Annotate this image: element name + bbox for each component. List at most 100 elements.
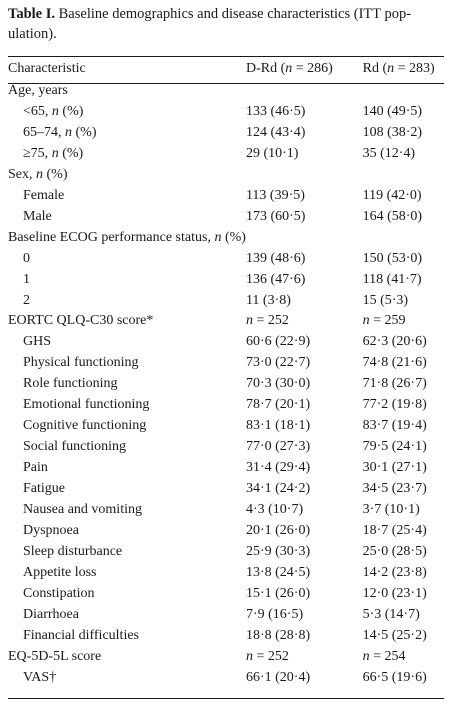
- rd-value: 15 (5·3): [362, 292, 409, 308]
- drd-value: [246, 81, 363, 102]
- drd-value: 133 (46·5): [245, 103, 306, 119]
- table-row: Emotional functioning 78·7 (20·1) 77·2 (19…: [8, 395, 444, 416]
- rd-value: 150 (53·0): [362, 250, 423, 266]
- drd-value: 136 (47·6): [245, 271, 306, 287]
- rd-value: 18·7 (25·4): [362, 523, 427, 539]
- drd-value: 11 (3·8): [245, 292, 291, 308]
- row-label: ≥75, n (%): [23, 145, 84, 161]
- rd-value: 108 (38·2): [362, 124, 423, 140]
- rd-value: 30·1 (27·1): [362, 460, 427, 476]
- rd-value: 66·5 (19·6): [362, 669, 427, 685]
- row-label: Male: [23, 208, 52, 224]
- rd-value: 3·7 (10·1): [362, 502, 420, 518]
- header-row: Characteristic D-Rd (n = 286) Rd (n = 28…: [8, 57, 444, 81]
- rd-value: [363, 81, 444, 102]
- rd-value: 77·2 (19·8): [362, 397, 427, 413]
- table-row: 2 11 (3·8) 15 (5·3): [8, 291, 444, 312]
- row-label: EORTC QLQ-C30 score*: [8, 313, 154, 329]
- rd-value: 14·2 (23·8): [362, 564, 427, 580]
- caption-label: Table I.: [8, 6, 56, 22]
- caption-line-1: Table I. Baseline demographics and disea…: [8, 4, 444, 24]
- drd-value: 25·9 (30·3): [245, 543, 311, 559]
- drd-value: 4·3 (10·7): [245, 502, 304, 518]
- row-label: Financial difficulties: [23, 627, 139, 643]
- rd-value: 118 (41·7): [362, 271, 422, 287]
- drd-value: 173 (60·5): [245, 208, 306, 224]
- table-row: Female 113 (39·5) 119 (42·0): [8, 186, 444, 207]
- rd-value: 12·0 (23·1): [362, 585, 427, 601]
- rd-value: 34·5 (23·7): [362, 481, 427, 497]
- row-label: Constipation: [23, 585, 95, 601]
- rd-value: 14·5 (25·2): [362, 627, 427, 643]
- rd-value: 25·0 (28·5): [362, 543, 427, 559]
- header-rd: Rd (n = 283): [363, 57, 444, 81]
- drd-value: 29 (10·1): [245, 145, 299, 161]
- drd-value: 13·8 (24·5): [245, 564, 311, 580]
- drd-value: 31·4 (29·4): [245, 460, 311, 476]
- rd-value: [363, 228, 444, 249]
- header-drd: D-Rd (n = 286): [246, 57, 363, 81]
- rd-value: 35 (12·4): [362, 145, 416, 161]
- drd-value: 73·0 (22·7): [245, 355, 311, 371]
- row-label: GHS: [23, 334, 52, 350]
- caption-text-line-2: ulation).: [8, 26, 57, 42]
- table-row: EORTC QLQ-C30 score* n = 252 n = 259: [8, 311, 444, 332]
- table-row: Sleep disturbance 25·9 (30·3) 25·0 (28·5): [8, 542, 444, 563]
- row-label: 1: [23, 271, 30, 287]
- table-row: Role functioning 70·3 (30·0) 71·8 (26·7): [8, 374, 444, 395]
- row-label: Physical functioning: [23, 355, 139, 371]
- rd-value: n = 259: [362, 313, 406, 329]
- row-label: 2: [23, 292, 30, 308]
- baseline-table: Characteristic D-Rd (n = 286) Rd (n = 28…: [8, 57, 444, 689]
- row-label: EQ-5D-5L score: [8, 648, 102, 664]
- table-row: Dyspnoea 20·1 (26·0) 18·7 (25·4): [8, 521, 444, 542]
- table-row: Nausea and vomiting 4·3 (10·7) 3·7 (10·1): [8, 500, 444, 521]
- row-label: Sleep disturbance: [23, 543, 123, 559]
- drd-value: 7·9 (16·5): [245, 606, 304, 622]
- row-label: Age, years: [8, 83, 68, 98]
- table-caption: Table I. Baseline demographics and disea…: [8, 4, 444, 44]
- drd-value: 20·1 (26·0): [245, 523, 311, 539]
- drd-value: 83·1 (18·1): [245, 418, 311, 434]
- drd-value: [246, 228, 363, 249]
- caption-text-line-1: Baseline demographics and disease charac…: [58, 6, 412, 22]
- drd-value: 70·3 (30·0): [245, 376, 311, 392]
- table-row: 65–74, n (%) 124 (43·4) 108 (38·2): [8, 123, 444, 144]
- table-row: ≥75, n (%) 29 (10·1) 35 (12·4): [8, 144, 444, 165]
- table-row: <65, n (%) 133 (46·5) 140 (49·5): [8, 102, 444, 123]
- row-label: Baseline ECOG performance status, n (%): [8, 229, 246, 245]
- row-label: VAS†: [23, 669, 57, 685]
- table-row: Physical functioning 73·0 (22·7) 74·8 (21·…: [8, 353, 444, 374]
- rd-value: 5·3 (14·7): [362, 606, 420, 622]
- rd-value: [363, 165, 444, 186]
- row-label: Appetite loss: [23, 564, 97, 580]
- drd-value: n = 252: [245, 313, 289, 329]
- header-characteristic: Characteristic: [8, 61, 86, 76]
- rd-value: 140 (49·5): [362, 103, 423, 119]
- header-rule: [8, 83, 444, 84]
- rd-value: 62·3 (20·6): [362, 334, 427, 350]
- table-row: Baseline ECOG performance status, n (%): [8, 228, 444, 249]
- drd-value: 66·1 (20·4): [245, 669, 311, 685]
- header-drd-label: D-Rd (n = 286): [245, 61, 333, 76]
- drd-value: 18·8 (28·8): [245, 627, 311, 643]
- row-label: Emotional functioning: [23, 397, 150, 413]
- drd-value: 78·7 (20·1): [245, 397, 311, 413]
- rd-value: 71·8 (26·7): [362, 376, 427, 392]
- row-label: Nausea and vomiting: [23, 502, 142, 518]
- row-label: Fatigue: [23, 481, 65, 497]
- table-body: Age, years <65, n (%) 133 (46·5) 140 (49·5)…: [8, 81, 444, 689]
- row-label: Social functioning: [23, 439, 127, 455]
- rd-value: 74·8 (21·6): [362, 355, 427, 371]
- table-row: Fatigue 34·1 (24·2) 34·5 (23·7): [8, 479, 444, 500]
- row-label: Female: [23, 187, 65, 203]
- row-label: <65, n (%): [23, 103, 84, 119]
- drd-value: n = 252: [245, 648, 289, 664]
- table-row: Sex, n (%): [8, 165, 444, 186]
- table-row: Male 173 (60·5) 164 (58·0): [8, 207, 444, 228]
- drd-value: 60·6 (22·9): [245, 334, 311, 350]
- row-label: Diarrhoea: [23, 606, 79, 622]
- drd-value: 15·1 (26·0): [245, 585, 311, 601]
- rd-value: 164 (58·0): [362, 208, 423, 224]
- drd-value: 34·1 (24·2): [245, 481, 311, 497]
